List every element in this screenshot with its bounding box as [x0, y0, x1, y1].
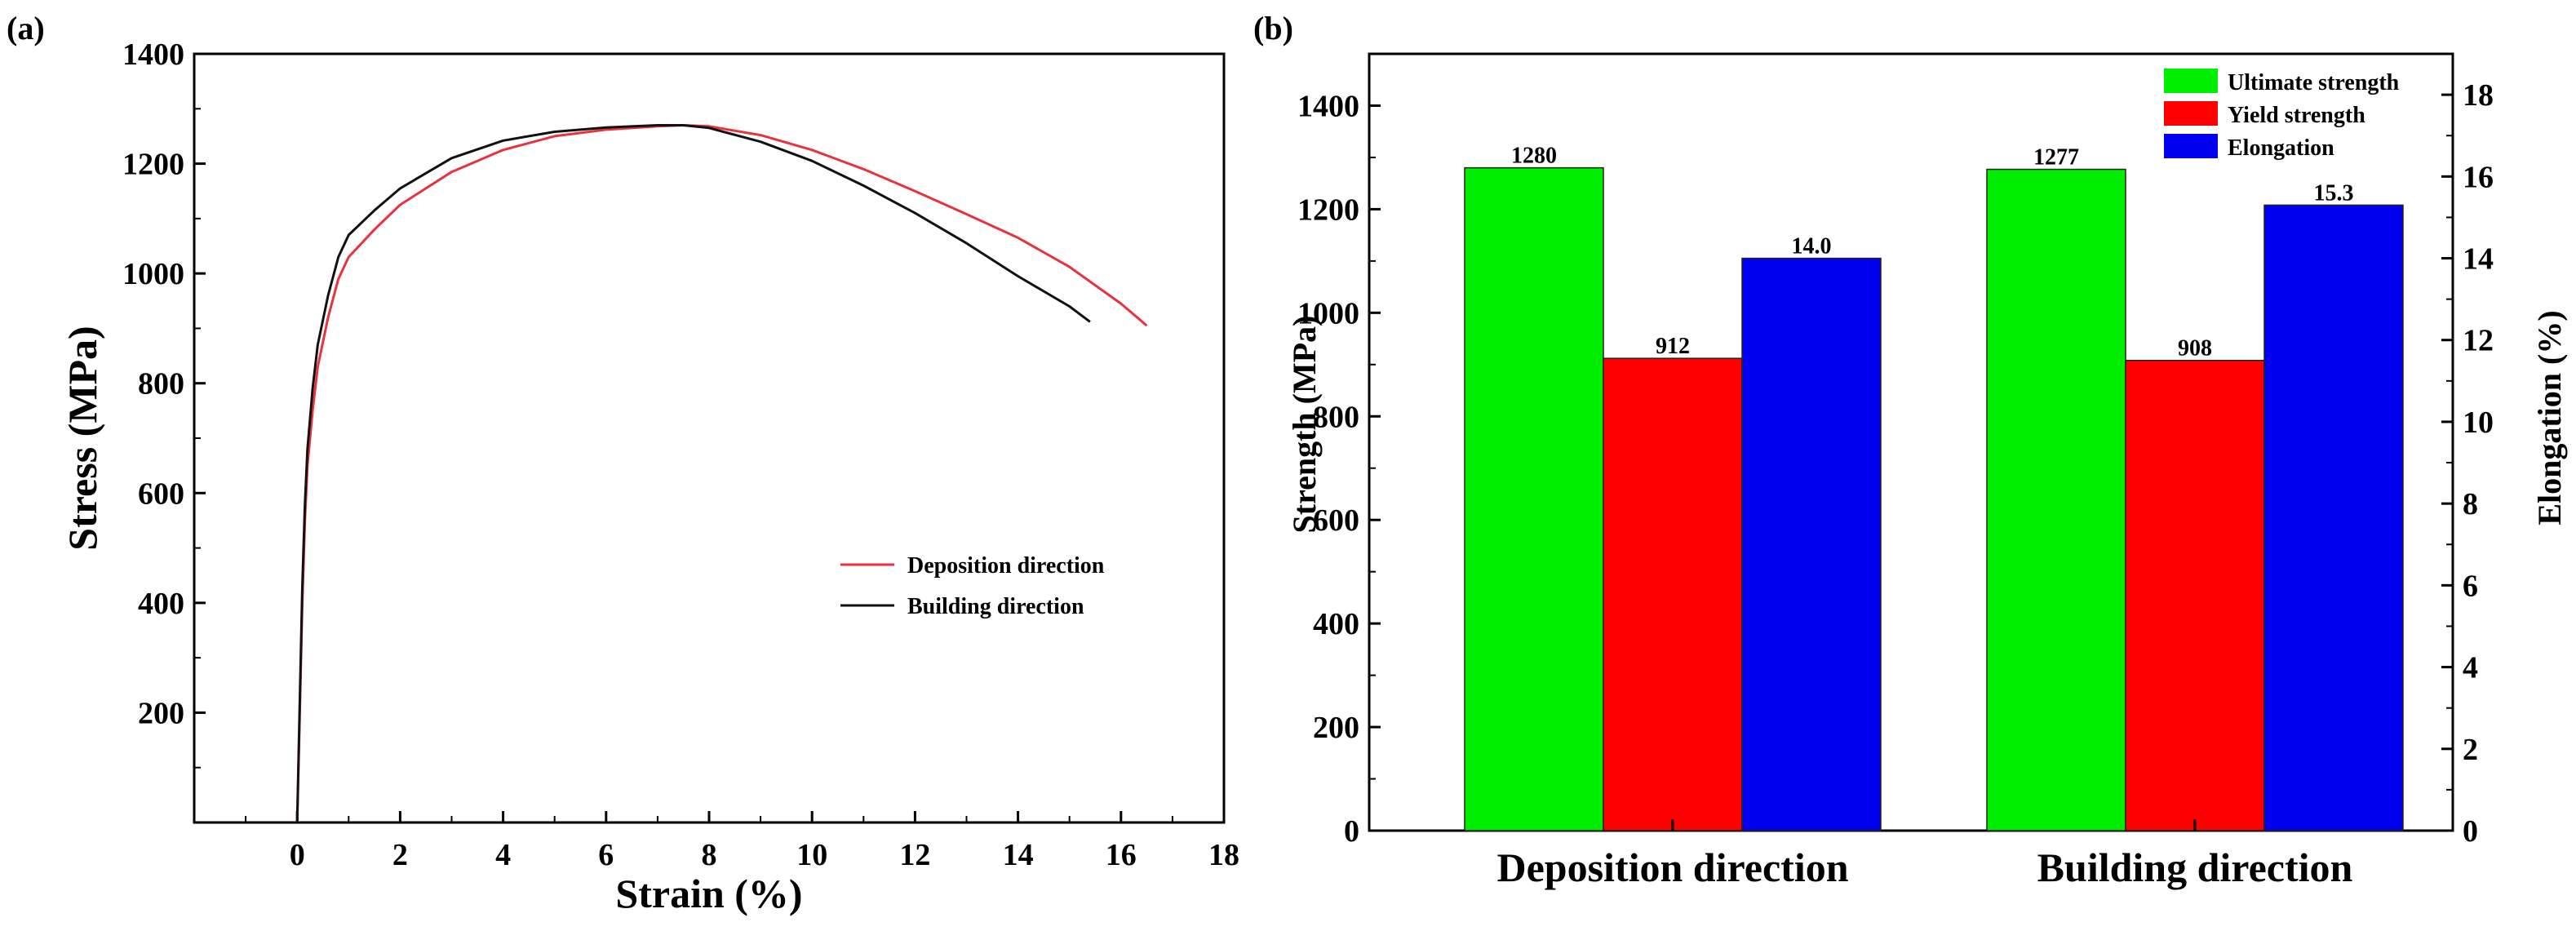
y-tick-label: 800 — [138, 367, 184, 401]
legend-label-building: Building direction — [907, 594, 1084, 619]
bar-value-label: 1280 — [1511, 144, 1557, 169]
bars-b: 1280 912 14.0 1277 908 15.3 — [1464, 144, 2404, 831]
elongation-bar — [2263, 204, 2404, 831]
right-tick-label: 6 — [2463, 569, 2478, 603]
left-tick-label: 1000 — [1297, 296, 1359, 330]
y-tick-label: 200 — [138, 696, 184, 730]
series-lines-a — [295, 124, 1148, 823]
y-tick-label: 600 — [138, 477, 184, 511]
x-axis-ticks-a: 0 2 4 6 8 10 12 14 16 18 — [245, 811, 1239, 872]
ultimate-strength-bar — [1464, 166, 1604, 831]
x-tick-label: 14 — [1003, 838, 1034, 872]
legend-label-ultimate: Ultimate strength — [2228, 70, 2400, 95]
right-tick-label: 8 — [2463, 487, 2478, 521]
yield-strength-bar — [1603, 357, 1743, 831]
right-tick-label: 10 — [2463, 406, 2494, 440]
x-tick-label: 12 — [899, 838, 930, 872]
x-tick-label: 0 — [290, 838, 305, 872]
legend-b: Ultimate strength Yield strength Elongat… — [2164, 69, 2400, 161]
category-label: Deposition direction — [1496, 845, 1848, 890]
ultimate-strength-bar — [1986, 168, 2126, 831]
right-tick-label: 16 — [2463, 160, 2494, 194]
legend-label-deposition: Deposition direction — [907, 553, 1105, 579]
right-tick-label: 4 — [2463, 651, 2478, 685]
category-label: Building direction — [2037, 845, 2353, 890]
y2-axis-title-b: Elongation (%) — [2531, 310, 2568, 525]
plot-frame-a — [193, 52, 1226, 824]
y-tick-label: 400 — [138, 587, 184, 621]
y-axis-ticks-a: 200 400 600 800 1000 1200 1400 — [122, 38, 206, 769]
left-tick-label: 1200 — [1297, 193, 1359, 227]
bar-value-label: 14.0 — [1792, 234, 1832, 259]
panel-a-label: (a) — [7, 10, 45, 47]
legend-label-elongation: Elongation — [2228, 135, 2334, 161]
y-tick-label: 1200 — [122, 148, 184, 182]
deposition-direction-line — [295, 124, 1148, 823]
x-tick-label: 4 — [495, 838, 511, 872]
x-tick-label: 10 — [796, 838, 827, 872]
legend-a: Deposition direction Building direction — [840, 553, 1105, 619]
plot-frame-b — [1368, 52, 2454, 832]
x-tick-label: 16 — [1106, 838, 1137, 872]
bar-value-label: 912 — [1656, 334, 1690, 359]
left-tick-label: 0 — [1344, 814, 1359, 849]
category-labels-b: Deposition direction Building direction — [1496, 819, 2353, 890]
bar-value-label: 15.3 — [2314, 180, 2354, 206]
left-tick-label: 1400 — [1297, 89, 1359, 123]
bar-value-label: 1277 — [2033, 145, 2079, 171]
yield-strength-bar — [2125, 359, 2265, 831]
y-tick-label: 1400 — [122, 38, 184, 72]
left-tick-label: 400 — [1313, 607, 1359, 641]
x-axis-title-a: Strain (%) — [615, 871, 802, 916]
left-axis-ticks-b: 0 200 400 600 800 1000 1200 1400 — [1297, 89, 1381, 849]
x-tick-label: 2 — [392, 838, 408, 872]
left-tick-label: 800 — [1313, 400, 1359, 434]
x-tick-label: 18 — [1208, 838, 1239, 872]
building-direction-line — [295, 124, 1091, 823]
bar-value-label: 908 — [2178, 336, 2212, 361]
right-tick-label: 2 — [2463, 733, 2478, 767]
legend-swatch-ultimate — [2164, 69, 2218, 93]
legend-swatch-yield — [2164, 101, 2218, 126]
right-tick-label: 0 — [2463, 814, 2478, 849]
right-tick-label: 12 — [2463, 324, 2494, 358]
x-tick-label: 8 — [702, 838, 717, 872]
panel-b-label: (b) — [1253, 10, 1293, 47]
legend-label-yield: Yield strength — [2228, 103, 2365, 128]
y-axis-title-a: Stress (MPa) — [60, 326, 105, 550]
right-tick-label: 18 — [2463, 78, 2494, 113]
left-tick-label: 600 — [1313, 503, 1359, 538]
left-tick-label: 200 — [1313, 711, 1359, 745]
stress-strain-chart: 0 2 4 6 8 10 12 14 16 18 200 400 600 800 1000 1200 1400… — [60, 38, 1239, 916]
y-axis-title-b: Strength (MPa) — [1286, 316, 1323, 534]
x-tick-label: 6 — [598, 838, 614, 872]
y-tick-label: 1000 — [122, 257, 184, 291]
right-tick-label: 14 — [2463, 242, 2494, 277]
elongation-bar — [1741, 257, 1882, 831]
right-axis-ticks-b: 0 2 4 6 8 10 12 14 16 18 — [2441, 78, 2494, 849]
legend-swatch-elongation — [2164, 134, 2218, 158]
